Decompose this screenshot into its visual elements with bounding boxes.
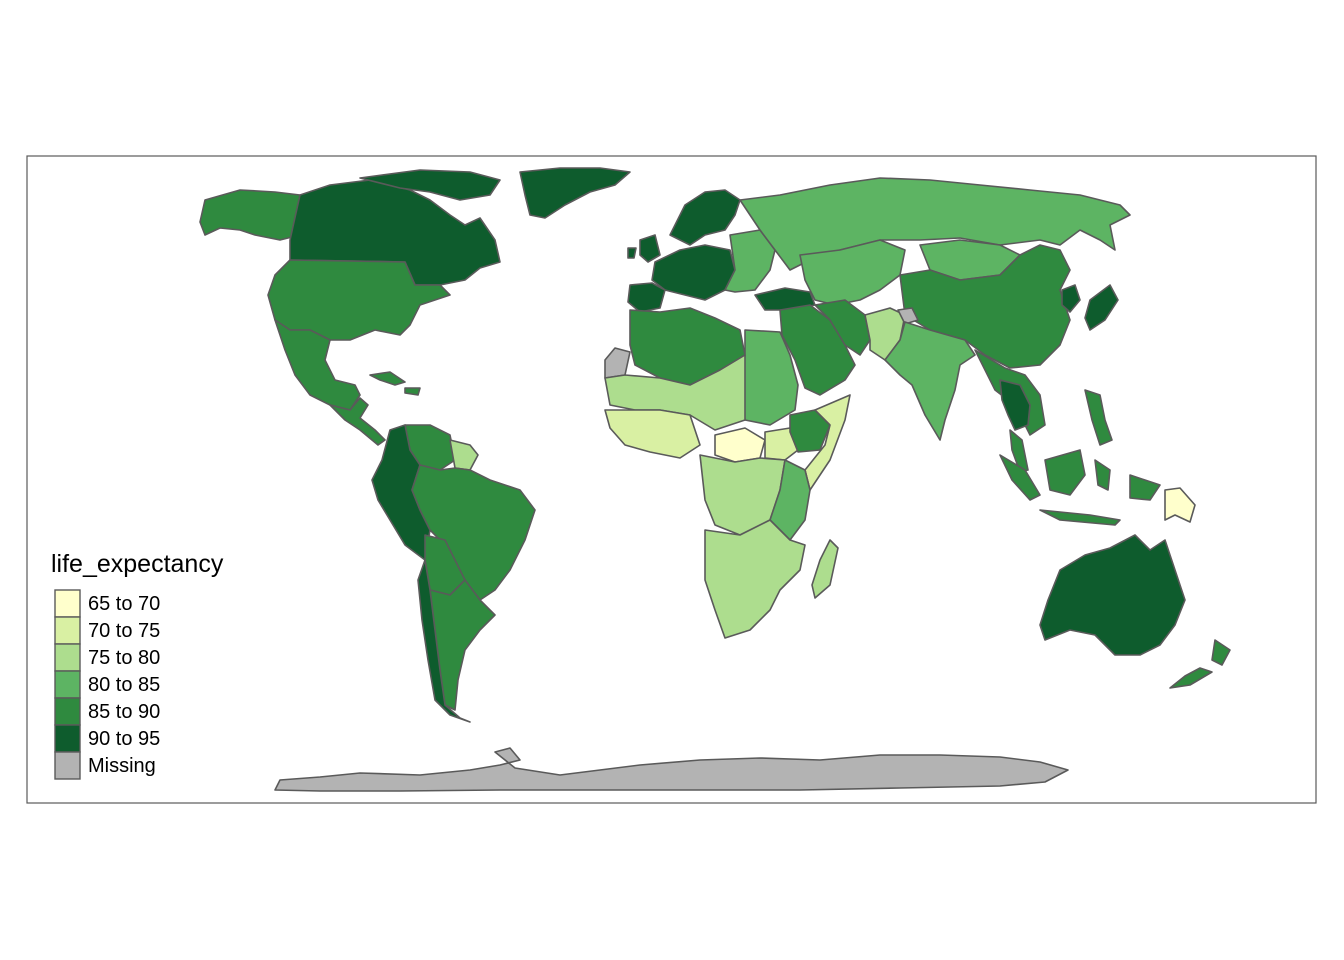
region-united-states <box>267 259 451 341</box>
region-west-africa <box>604 409 701 459</box>
region-uk <box>627 234 661 263</box>
legend-swatch <box>54 616 81 645</box>
region-australia <box>1039 534 1186 656</box>
legend-label: 75 to 80 <box>88 647 160 669</box>
legend-label: 70 to 75 <box>88 620 160 642</box>
region-southern-africa <box>704 519 806 639</box>
legend-label: 85 to 90 <box>88 701 160 723</box>
region-madagascar <box>811 539 839 599</box>
legend-swatch <box>54 697 81 726</box>
region-korea <box>1061 284 1081 313</box>
region-scandinavia <box>669 189 741 246</box>
legend-entries: 65 to 70 70 to 75 75 to 80 80 to 85 85 to 90… <box>54 589 160 780</box>
legend-label: 65 to 70 <box>88 593 160 615</box>
legend-label: 80 to 85 <box>88 674 160 696</box>
legend-swatch <box>54 589 81 618</box>
region-mexico <box>274 319 361 411</box>
region-thailand-cambodia <box>999 379 1031 431</box>
region-papua-new-guinea <box>1164 487 1196 523</box>
legend-label: 90 to 95 <box>88 728 160 750</box>
map-frame <box>26 155 1317 804</box>
region-antarctica <box>274 747 1069 792</box>
region-iran <box>814 299 871 356</box>
region-middle-east <box>779 304 856 396</box>
region-east-africa <box>769 459 811 541</box>
region-alaska <box>199 189 301 241</box>
legend-swatch <box>54 643 81 672</box>
map-regions <box>199 167 1231 792</box>
region-india <box>884 321 976 441</box>
region-south-sudan <box>764 427 799 461</box>
region-guianas <box>449 439 479 471</box>
region-kashmir <box>897 307 919 325</box>
region-canada-islands <box>359 169 501 201</box>
legend-swatch <box>54 670 81 699</box>
region-western-sahara <box>604 347 631 379</box>
region-indonesia <box>999 449 1161 526</box>
legend-swatch <box>54 724 81 753</box>
legend-title: life_expectancy <box>51 550 224 578</box>
legend-swatch <box>54 751 81 780</box>
map-legend: life_expectancy 65 to 70 70 to 75 75 to 80… <box>51 550 224 780</box>
region-central-asia <box>799 239 906 306</box>
legend-label: Missing <box>88 755 156 777</box>
region-iberia <box>627 282 666 313</box>
region-central-america <box>329 397 386 446</box>
region-new-zealand <box>1169 639 1231 689</box>
region-japan <box>1084 284 1119 331</box>
region-greenland <box>519 167 631 219</box>
region-philippines <box>1084 389 1113 446</box>
region-caribbean <box>369 371 421 396</box>
region-chile <box>417 559 471 723</box>
region-brazil <box>411 464 536 601</box>
